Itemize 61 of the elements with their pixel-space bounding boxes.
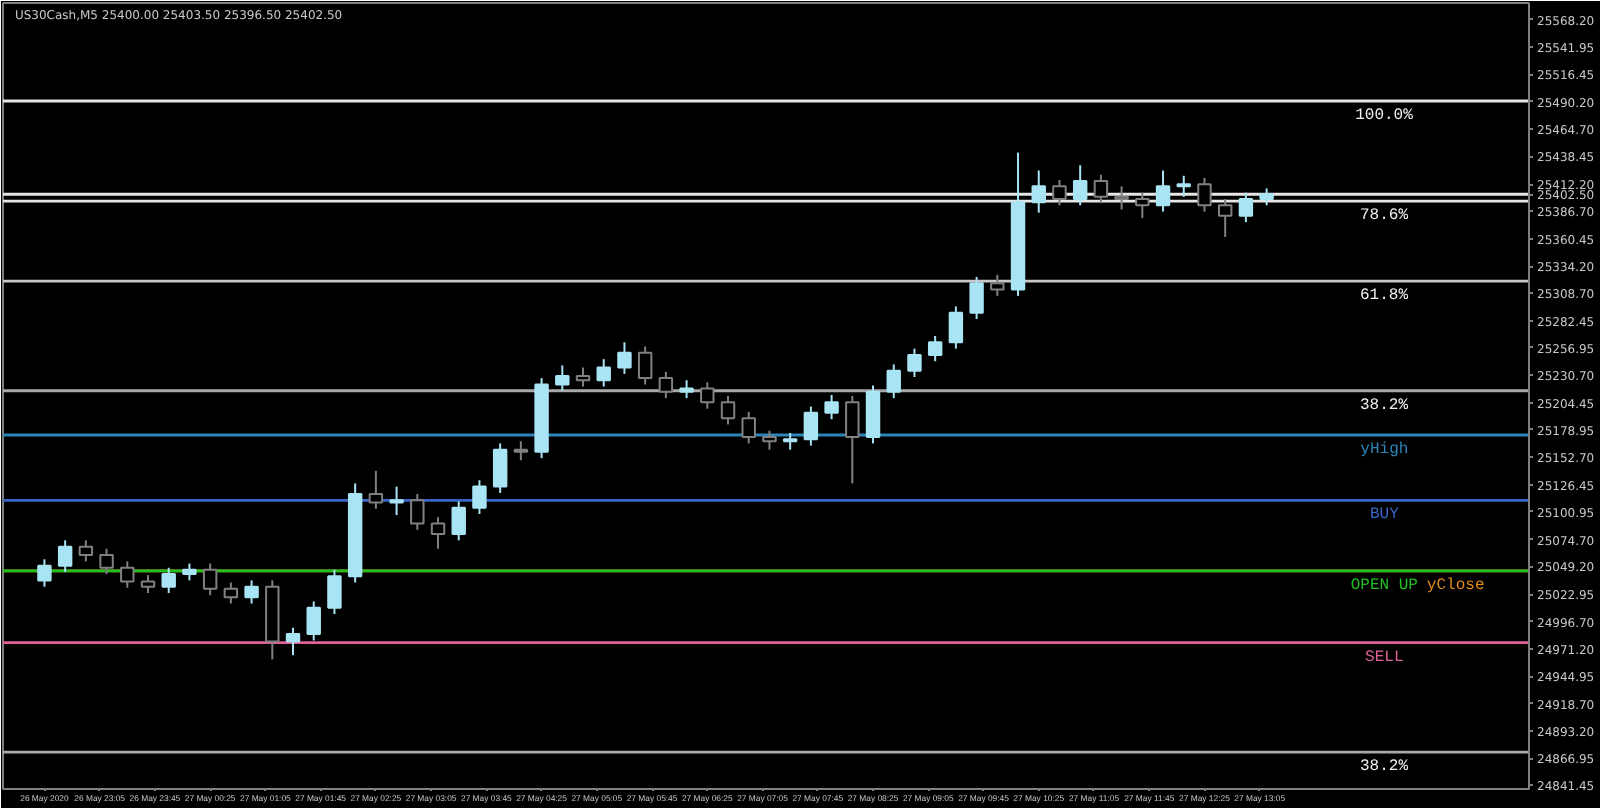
ref-line-label: OPEN UP (1350, 576, 1419, 595)
candlestick (1114, 185, 1129, 211)
annotation: 78.6% (1359, 207, 1409, 226)
candlestick (492, 442, 508, 494)
candlestick (907, 347, 922, 379)
candlestick (555, 364, 570, 392)
candlestick (78, 539, 94, 563)
candlestick (1052, 179, 1067, 207)
ref-line-label: yHigh (1360, 440, 1409, 459)
ref-line-label: BUY (1369, 506, 1400, 525)
candlestick (451, 500, 466, 542)
candlestick (1217, 197, 1233, 238)
candlestick (969, 275, 984, 321)
candlestick (1238, 191, 1254, 224)
annotation: 61.8% (1359, 287, 1409, 306)
annotation: 100.0% (1355, 106, 1414, 125)
candlestick (762, 429, 777, 451)
candlestick (1072, 164, 1088, 207)
candlestick (720, 395, 736, 426)
candlestick (886, 363, 901, 400)
candlestick (948, 305, 964, 350)
annotation: 38.2% (1359, 396, 1409, 415)
candlestick (845, 395, 860, 485)
candlestick (327, 568, 342, 616)
candlestick (1176, 174, 1191, 198)
candlestick (410, 492, 425, 531)
candlestick (37, 558, 52, 588)
candlestick (389, 485, 404, 517)
candlestick (575, 366, 591, 388)
candlestick (306, 600, 321, 642)
candlestick (824, 393, 839, 421)
candlestick (57, 539, 73, 573)
candlestick (285, 626, 301, 657)
candlestick (202, 562, 218, 597)
candlestick (927, 334, 943, 363)
candlestick (741, 410, 756, 445)
candlestick (1093, 173, 1109, 205)
candlestick (596, 358, 611, 388)
candlestick (865, 384, 881, 445)
ref-line-label: SELL (1365, 648, 1404, 667)
candlestick (1135, 191, 1150, 219)
candlestick (990, 273, 1005, 297)
candlestick (617, 341, 632, 375)
candlestick (700, 381, 715, 410)
candlestick (637, 345, 653, 386)
candlestick (99, 547, 114, 576)
candlestick (223, 581, 239, 605)
candlestick (472, 479, 487, 516)
candlestick (161, 566, 176, 595)
ref-line-label: yClose (1426, 576, 1485, 595)
annotation: 38.2% (1359, 758, 1409, 777)
candlestick (1155, 169, 1171, 213)
candlestick (244, 579, 259, 605)
candlestick (803, 405, 819, 447)
candlestick (658, 370, 674, 400)
candlestick (120, 560, 135, 589)
candlestick (513, 440, 529, 462)
candlestick (368, 469, 384, 510)
candlestick (1197, 176, 1212, 213)
candlestick (430, 516, 446, 550)
candlestick (1031, 169, 1046, 214)
